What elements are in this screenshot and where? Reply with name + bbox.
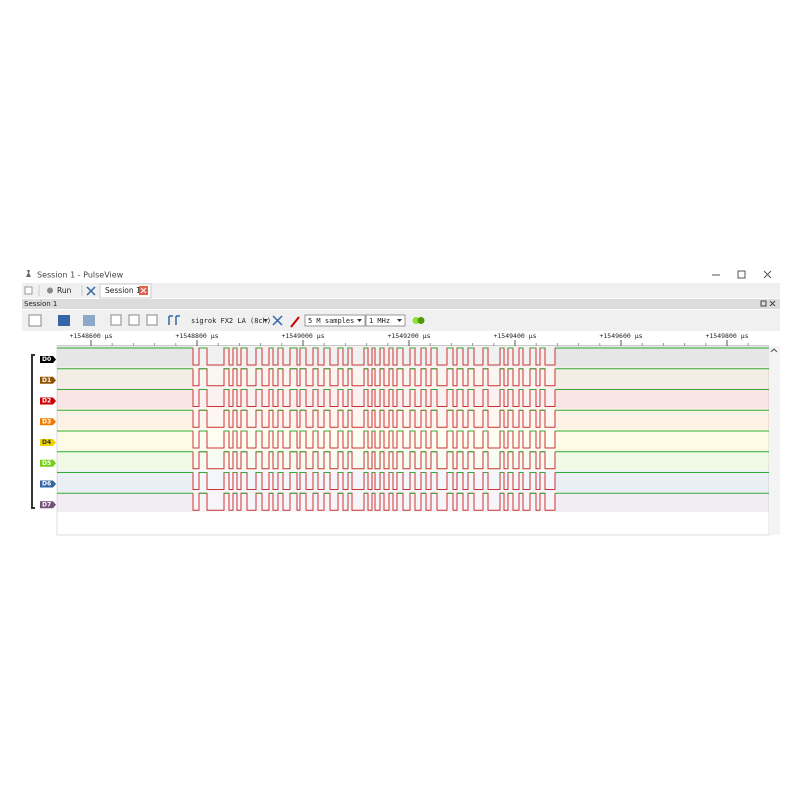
channel-background xyxy=(57,491,769,512)
channel-background xyxy=(57,449,769,471)
channel-tag xyxy=(40,501,56,509)
rate-label[interactable]: 1 MHz xyxy=(369,317,390,325)
ruler-label: +1548600 µs xyxy=(69,332,112,340)
save-button[interactable] xyxy=(58,315,70,326)
cursor-button[interactable] xyxy=(168,315,180,325)
tab-close-x xyxy=(140,287,147,294)
scroll-up[interactable] xyxy=(770,348,778,353)
ruler-label: +1548800 µs xyxy=(175,332,218,340)
probe-config[interactable] xyxy=(290,316,300,328)
channel-label[interactable]: D5 xyxy=(42,460,51,467)
ruler-label: +1549800 µs xyxy=(705,332,748,340)
channel-background xyxy=(57,408,769,429)
app-icon xyxy=(26,270,31,277)
ruler xyxy=(57,331,769,346)
session-tab-label[interactable]: Session 1 xyxy=(105,286,141,295)
signal-active xyxy=(192,368,556,387)
decoder-icon[interactable] xyxy=(412,317,420,324)
channel-label[interactable]: D1 xyxy=(42,377,51,384)
channel-background xyxy=(57,346,769,367)
channel-background xyxy=(57,429,769,450)
float-button[interactable] xyxy=(760,300,767,307)
channel-tag xyxy=(40,356,56,363)
panel-title: Session 1 xyxy=(24,300,57,308)
signal-active xyxy=(192,409,556,428)
dropdown-arrow xyxy=(357,319,362,322)
panel-header xyxy=(22,299,780,309)
dropdown-arrow xyxy=(397,319,402,322)
channel-tag xyxy=(40,480,56,488)
new-session[interactable] xyxy=(24,286,33,295)
samples-label[interactable]: 5 M samples xyxy=(308,317,354,325)
device-select[interactable]: sigrok FX2 LA (8ch) xyxy=(191,317,271,325)
channel-tag xyxy=(40,376,56,384)
channel-label[interactable]: D4 xyxy=(42,439,51,446)
maximize[interactable] xyxy=(737,270,746,279)
signal-active xyxy=(192,472,556,490)
panel-close[interactable] xyxy=(769,300,776,307)
traces: D0 D1 D2 D3 D4 D5 D6 D7 xyxy=(40,346,769,512)
run-button[interactable]: Run xyxy=(57,286,72,295)
title-bar xyxy=(22,265,780,283)
channel-tag xyxy=(40,418,56,426)
channel-background xyxy=(57,470,769,492)
channel-background xyxy=(57,387,769,409)
device-config[interactable] xyxy=(272,315,283,326)
ruler-label: +1549600 µs xyxy=(599,332,642,340)
signal-active xyxy=(192,451,556,470)
signal-active xyxy=(192,389,556,407)
signal-active xyxy=(192,347,556,366)
tab-bar xyxy=(22,283,780,298)
window-title: Session 1 - PulseView xyxy=(37,271,124,280)
channel-tag xyxy=(40,439,56,446)
channel-background xyxy=(57,366,769,388)
zoom-fit[interactable] xyxy=(146,314,158,326)
samples-select[interactable] xyxy=(304,314,366,327)
close[interactable] xyxy=(763,270,772,279)
zoom-out[interactable] xyxy=(128,314,140,326)
channel-label[interactable]: D0 xyxy=(42,356,51,363)
ruler-label: +1549200 µs xyxy=(387,332,430,340)
scrollbar[interactable] xyxy=(769,346,780,535)
decoder-icon xyxy=(417,317,425,324)
channel-label[interactable]: D7 xyxy=(42,501,51,508)
ruler-label: +1549400 µs xyxy=(493,332,536,340)
trace-area xyxy=(56,345,770,536)
channel-label[interactable]: D2 xyxy=(42,398,51,405)
group-bracket xyxy=(31,354,35,509)
run-icon[interactable] xyxy=(47,287,53,294)
signal-active xyxy=(192,492,556,511)
rate-select[interactable] xyxy=(365,314,406,327)
ruler-label: +1549000 µs xyxy=(281,332,324,340)
dropdown-arrow xyxy=(263,319,268,322)
zoom-in[interactable] xyxy=(110,314,122,326)
signal-active xyxy=(192,430,556,449)
channel-tag xyxy=(40,397,56,405)
channel-tag xyxy=(40,459,56,467)
open-button[interactable] xyxy=(28,314,42,327)
settings-icon[interactable] xyxy=(86,286,96,296)
channel-label[interactable]: D6 xyxy=(42,481,51,488)
channel-label[interactable]: D3 xyxy=(42,418,51,425)
export-button[interactable] xyxy=(83,315,95,326)
session-tab[interactable] xyxy=(99,283,152,299)
